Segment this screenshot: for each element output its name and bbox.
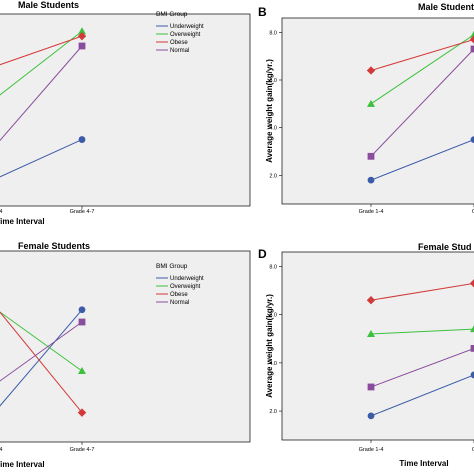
series-line-underweight	[0, 139, 83, 178]
y-tick-label: 8.0	[269, 30, 277, 36]
x-axis-label: Time Interval	[0, 217, 45, 226]
data-point-normal-2	[78, 42, 86, 50]
x-tick-label: Grade 1-4	[0, 209, 2, 215]
data-point-overweight-2	[78, 366, 86, 374]
chart-panel-1: Grade 1-4 Grade 4-7 Male Students Time Inte…	[0, 0, 251, 226]
plot-area	[0, 250, 251, 443]
legend-entry-obese: Obese	[170, 40, 188, 46]
plot-area	[281, 17, 474, 205]
panel-letter: B	[258, 5, 267, 19]
series-line-underweight	[370, 139, 474, 181]
legend-title: BMI Group	[156, 11, 188, 18]
data-point-obese-1	[366, 296, 376, 305]
data-point-underweight-2	[470, 136, 474, 144]
y-tick-label: 4.0	[269, 126, 277, 132]
data-point-obese-2	[77, 408, 87, 417]
chart-panel-4: 2.0 4.0 6.0 8.0 Grade 1-4 G Female Stud Time In…	[258, 242, 474, 468]
chart-title: Male Students	[18, 0, 79, 10]
x-tick-label: Grade 4-7	[70, 209, 95, 215]
chart-panel-2: 2.0 4.0 6.0 8.0 Grade 1-4 G Male Students Avera…	[258, 2, 474, 215]
plot-area	[0, 13, 251, 207]
legend-entry-obese: Obese	[170, 292, 188, 298]
data-point-normal-2	[470, 45, 474, 53]
series-line-underweight	[0, 309, 83, 407]
series-line-obese	[370, 282, 474, 301]
y-tick-label: 8.0	[269, 264, 277, 270]
legend-entry-underweight: Underweight	[170, 276, 204, 282]
data-point-obese-2	[77, 31, 87, 41]
series-line-normal	[370, 347, 474, 388]
data-point-underweight-1	[367, 176, 375, 184]
series-line-normal	[0, 321, 83, 382]
plot-area	[281, 251, 474, 441]
data-point-overweight-2	[78, 27, 86, 35]
data-point-normal-2	[78, 318, 86, 326]
series-line-overweight	[370, 34, 474, 105]
data-point-normal-1	[367, 152, 375, 160]
data-point-obese-1	[366, 66, 376, 75]
x-tick-label: Grade 1-4	[359, 209, 384, 215]
series-line-obese	[0, 35, 83, 66]
x-tick-label: G	[472, 209, 474, 215]
series-line-overweight	[0, 311, 83, 372]
y-tick-label: 2.0	[269, 173, 277, 179]
chart-title: Female Stud	[418, 242, 472, 252]
legend: BMI Group Underweight Overweight Obese Norma…	[156, 263, 204, 306]
panel-letter: D	[258, 247, 267, 261]
series-line-underweight	[370, 374, 474, 417]
legend-entry-overweight: Overweight	[170, 32, 201, 38]
y-axis-label: Average weight gain(kg/yr.)	[265, 294, 274, 398]
legend-entry-overweight: Overweight	[170, 284, 201, 290]
x-tick-label: Grade 4-7	[70, 447, 95, 453]
data-point-obese-2	[469, 35, 474, 44]
legend-entry-underweight: Underweight	[170, 24, 204, 30]
series-line-obese	[0, 311, 83, 413]
x-tick-label: Grade 1-4	[359, 447, 384, 453]
x-axis-label: Time Interval	[0, 460, 45, 469]
chart-panel-3: Grade 1-4 Grade 4-7 Female Students Time In…	[0, 241, 251, 469]
y-tick-label: 2.0	[269, 409, 277, 415]
data-point-underweight-2	[470, 371, 474, 379]
series-line-overweight	[370, 328, 474, 335]
data-point-normal-2	[470, 345, 474, 352]
data-point-overweight-1	[367, 329, 375, 337]
x-tick-label: G	[472, 447, 474, 453]
y-axis-label: Average weight gain(kg/yr.)	[265, 59, 274, 163]
legend-entry-normal: Normal	[170, 48, 189, 54]
y-tick-label: 4.0	[269, 361, 277, 367]
legend-title: BMI Group	[156, 263, 188, 270]
data-point-overweight-1	[367, 99, 375, 107]
legend-entry-normal: Normal	[170, 300, 189, 306]
data-point-underweight-1	[367, 412, 375, 420]
data-point-overweight-2	[470, 30, 474, 38]
legend: BMI Group Underweight Overweight Obese Norma…	[156, 11, 204, 54]
y-tick-label: 6.0	[269, 313, 277, 319]
data-point-overweight-2	[470, 325, 474, 333]
x-axis-label: Time Interval	[399, 459, 448, 468]
data-point-normal-1	[367, 383, 375, 391]
chart-title: Female Students	[18, 241, 90, 251]
data-point-obese-2	[469, 279, 474, 288]
series-line-normal	[370, 48, 474, 157]
chart-title: Male Students	[418, 2, 474, 12]
x-tick-label: Grade 1-4	[0, 447, 2, 453]
data-point-underweight-2	[78, 306, 86, 314]
y-tick-label: 6.0	[269, 78, 277, 84]
series-line-normal	[0, 45, 83, 142]
data-point-underweight-2	[78, 136, 86, 143]
series-line-overweight	[0, 30, 83, 96]
series-line-obese	[370, 38, 474, 71]
